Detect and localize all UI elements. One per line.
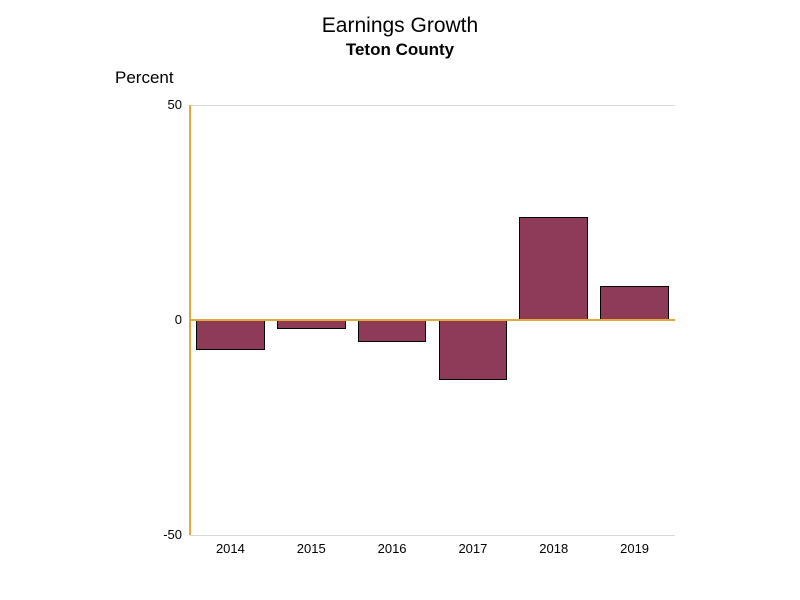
y-tick-label: 50 — [168, 97, 182, 112]
plot-area — [190, 105, 675, 535]
bar — [358, 320, 427, 342]
bar — [277, 320, 346, 329]
y-tick-label: 0 — [175, 312, 182, 327]
bar — [600, 286, 669, 320]
chart-title: Earnings Growth — [0, 14, 800, 38]
x-tick-label: 2015 — [286, 541, 336, 556]
x-tick-label: 2019 — [610, 541, 660, 556]
x-tick-label: 2016 — [367, 541, 417, 556]
x-axis-line — [190, 319, 675, 321]
bar — [196, 320, 265, 350]
bar — [519, 217, 588, 320]
chart-container: Earnings Growth Teton County Percent -50… — [0, 0, 800, 600]
x-tick-label: 2014 — [205, 541, 255, 556]
x-tick-label: 2018 — [529, 541, 579, 556]
y-axis-label: Percent — [115, 68, 174, 88]
chart-subtitle: Teton County — [0, 40, 800, 60]
x-tick-label: 2017 — [448, 541, 498, 556]
grid-line — [190, 535, 675, 536]
grid-line — [190, 105, 675, 106]
y-axis-line — [189, 105, 191, 535]
y-tick-label: -50 — [163, 527, 182, 542]
bar — [439, 320, 508, 380]
